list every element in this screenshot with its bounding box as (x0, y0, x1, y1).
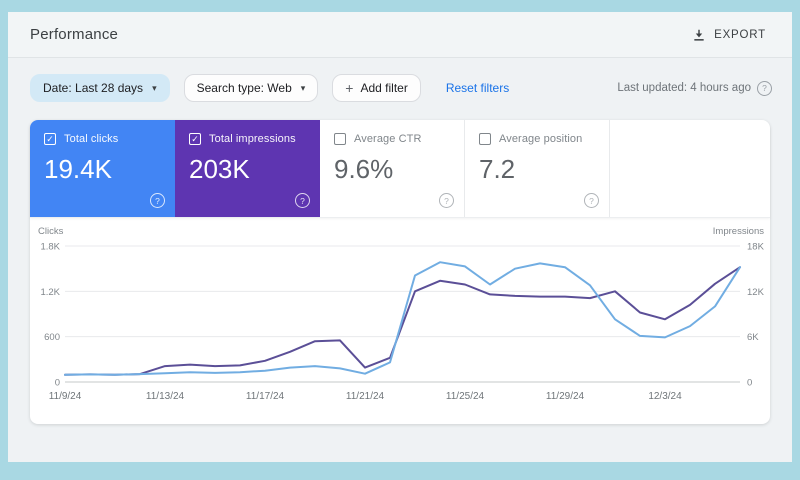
metric-value: 19.4K (44, 154, 112, 184)
metric-tile-total-clicks[interactable]: ✓ Total clicks 19.4K? (30, 120, 175, 217)
metric-value: 9.6% (334, 154, 394, 184)
metric-value: 203K (189, 154, 250, 184)
left-axis-tick: 0 (55, 378, 60, 389)
metric-label: Average CTR (354, 133, 422, 145)
export-label: EXPORT (714, 28, 766, 41)
metric-value: 7.2 (479, 154, 516, 184)
metric-tile-average-position[interactable]: Average position 7.2? (465, 120, 610, 217)
x-axis-tick: 11/29/24 (546, 391, 585, 402)
tile-header: Average CTR (334, 133, 452, 145)
help-icon[interactable]: ? (295, 193, 310, 208)
left-axis-tick: 1.8K (40, 242, 60, 253)
help-icon[interactable]: ? (439, 193, 454, 208)
add-filter-label: Add filter (360, 81, 408, 95)
search-type-filter-chip[interactable]: Search type: Web ▾ (183, 74, 319, 102)
checkbox-average-position[interactable] (479, 133, 491, 145)
download-icon (692, 28, 706, 42)
left-axis-tick: 1.2K (40, 287, 60, 298)
left-axis-tick: 600 (44, 332, 60, 343)
help-icon[interactable]: ? (584, 193, 599, 208)
filter-bar: Date: Last 28 days ▾ Search type: Web ▾ … (8, 58, 792, 102)
tile-header: ✓ Total clicks (44, 133, 163, 145)
date-filter-label: Date: Last 28 days (43, 81, 144, 95)
help-icon[interactable]: ? (150, 193, 165, 208)
search-type-label: Search type: Web (196, 81, 292, 95)
metric-label: Total impressions (209, 133, 296, 145)
left-axis-title: Clicks (38, 226, 64, 237)
chevron-down-icon: ▾ (152, 82, 157, 93)
plus-icon: + (345, 80, 354, 96)
chevron-down-icon: ▾ (300, 82, 306, 93)
metric-label: Average position (499, 133, 583, 145)
last-updated: Last updated: 4 hours ago ? (617, 80, 772, 96)
metric-label: Total clicks (64, 133, 119, 145)
metric-tile-total-impressions[interactable]: ✓ Total impressions 203K? (175, 120, 320, 217)
x-axis-tick: 11/25/24 (446, 391, 485, 402)
right-axis-tick: 12K (747, 287, 765, 298)
performance-chart[interactable]: Clicks Impressions 1.8K 18K 1.2K 12K 600 6K 0 0 11… (30, 217, 770, 424)
metric-tile-average-ctr[interactable]: Average CTR 9.6%? (320, 120, 465, 217)
x-axis-tick: 11/9/24 (49, 391, 82, 402)
right-axis-tick: 6K (747, 332, 759, 343)
x-axis-tick: 11/17/24 (246, 391, 285, 402)
checkbox-total-impressions[interactable]: ✓ (189, 133, 201, 145)
page-header: Performance EXPORT (8, 12, 792, 58)
right-axis-tick: 0 (747, 378, 752, 389)
checkbox-total-clicks[interactable]: ✓ (44, 133, 56, 145)
performance-panel: ✓ Total clicks 19.4K? ✓ Total impressions 203… (30, 120, 770, 424)
x-axis-tick: 12/3/24 (648, 391, 682, 402)
page-title: Performance (30, 26, 119, 43)
right-axis-title: Impressions (713, 226, 764, 237)
chart-svg: Clicks Impressions 1.8K 18K 1.2K 12K 600 6K 0 0 11… (38, 226, 765, 402)
checkbox-average-ctr[interactable] (334, 133, 346, 145)
export-button[interactable]: EXPORT (686, 27, 772, 43)
right-axis-tick: 18K (747, 242, 765, 253)
tile-header: ✓ Total impressions (189, 133, 308, 145)
reset-filters-link[interactable]: Reset filters (440, 80, 515, 96)
date-filter-chip[interactable]: Date: Last 28 days ▾ (30, 74, 170, 102)
performance-page: Performance EXPORT Date: Last 28 days ▾ … (8, 12, 792, 462)
metric-tiles-row: ✓ Total clicks 19.4K? ✓ Total impressions 203… (30, 120, 770, 218)
last-updated-text: Last updated: 4 hours ago (617, 82, 751, 94)
x-axis-tick: 11/13/24 (146, 391, 185, 402)
clicks-line (64, 261, 741, 376)
impressions-line (64, 266, 741, 376)
tile-header: Average position (479, 133, 597, 145)
add-filter-chip[interactable]: + Add filter (332, 74, 421, 102)
x-axis-tick: 11/21/24 (346, 391, 385, 402)
help-icon[interactable]: ? (757, 80, 772, 96)
